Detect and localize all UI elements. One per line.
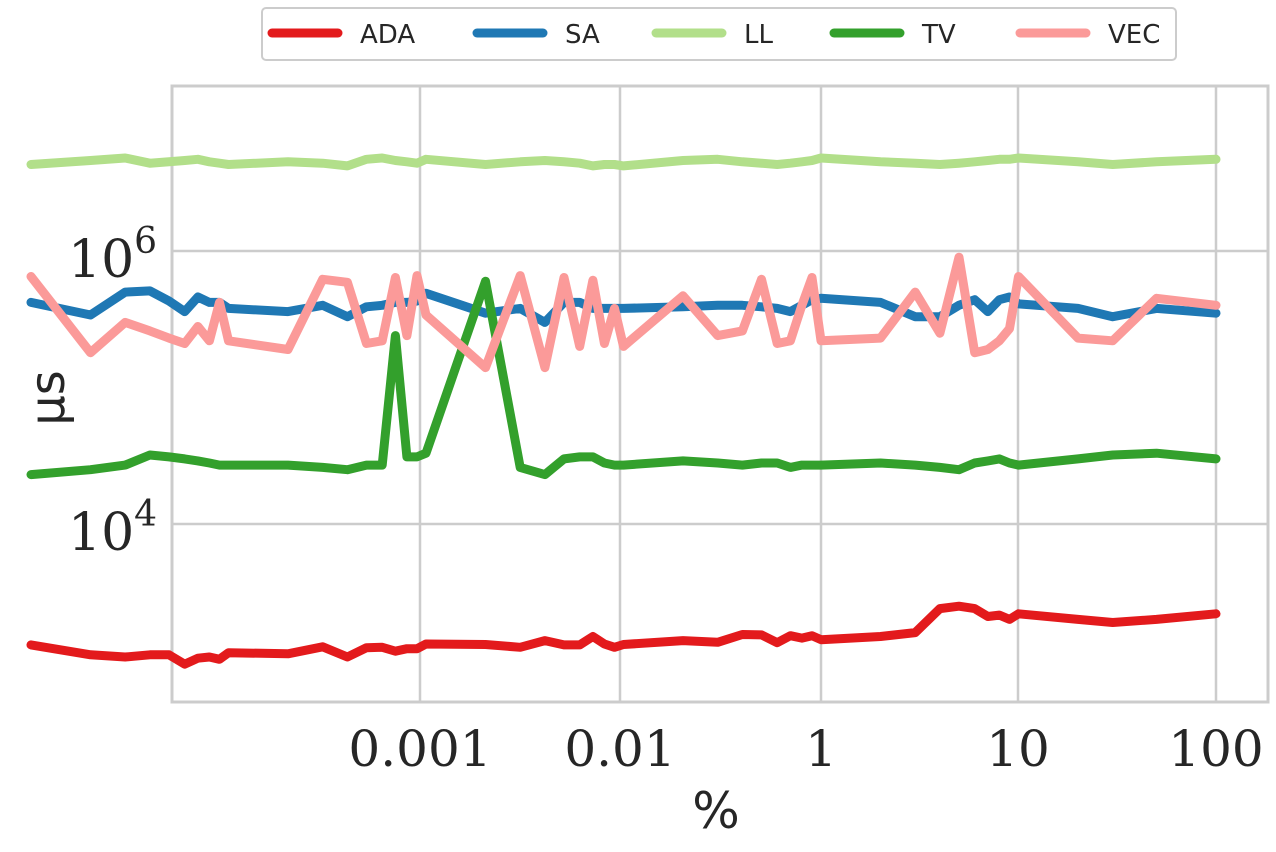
x-axis-title: % (692, 782, 740, 840)
legend-label-ada: ADA (360, 20, 415, 50)
legend-label-vec: VEC (1108, 20, 1160, 50)
plot-frame (170, 84, 1270, 704)
series-line-vec (26, 252, 1221, 373)
y-tick-label: 106 (68, 221, 157, 290)
x-tick-label: 100 (1168, 720, 1263, 778)
grid-lines (172, 86, 1268, 702)
plot-area (170, 84, 1270, 704)
legend: ADA SA LL TV VEC (261, 7, 1177, 61)
legend-label-ll: LL (744, 20, 773, 50)
y-axis-title: µs (20, 370, 76, 426)
x-tick-label: 1 (805, 720, 837, 778)
series-line-ada (26, 601, 1221, 669)
series-line-tv (26, 276, 1221, 480)
legend-label-tv: TV (921, 20, 956, 50)
axes: 0.001 0.01 1 10 100 106 104% µs (20, 221, 1264, 840)
x-tick-label: 0.01 (564, 720, 675, 778)
legend-label-sa: SA (565, 20, 600, 50)
series-group (26, 153, 1221, 669)
series-line-ll (26, 153, 1221, 171)
x-tick-label: 0.001 (348, 720, 491, 778)
y-tick-label: 104 (68, 494, 157, 563)
x-tick-label: 10 (986, 720, 1050, 778)
